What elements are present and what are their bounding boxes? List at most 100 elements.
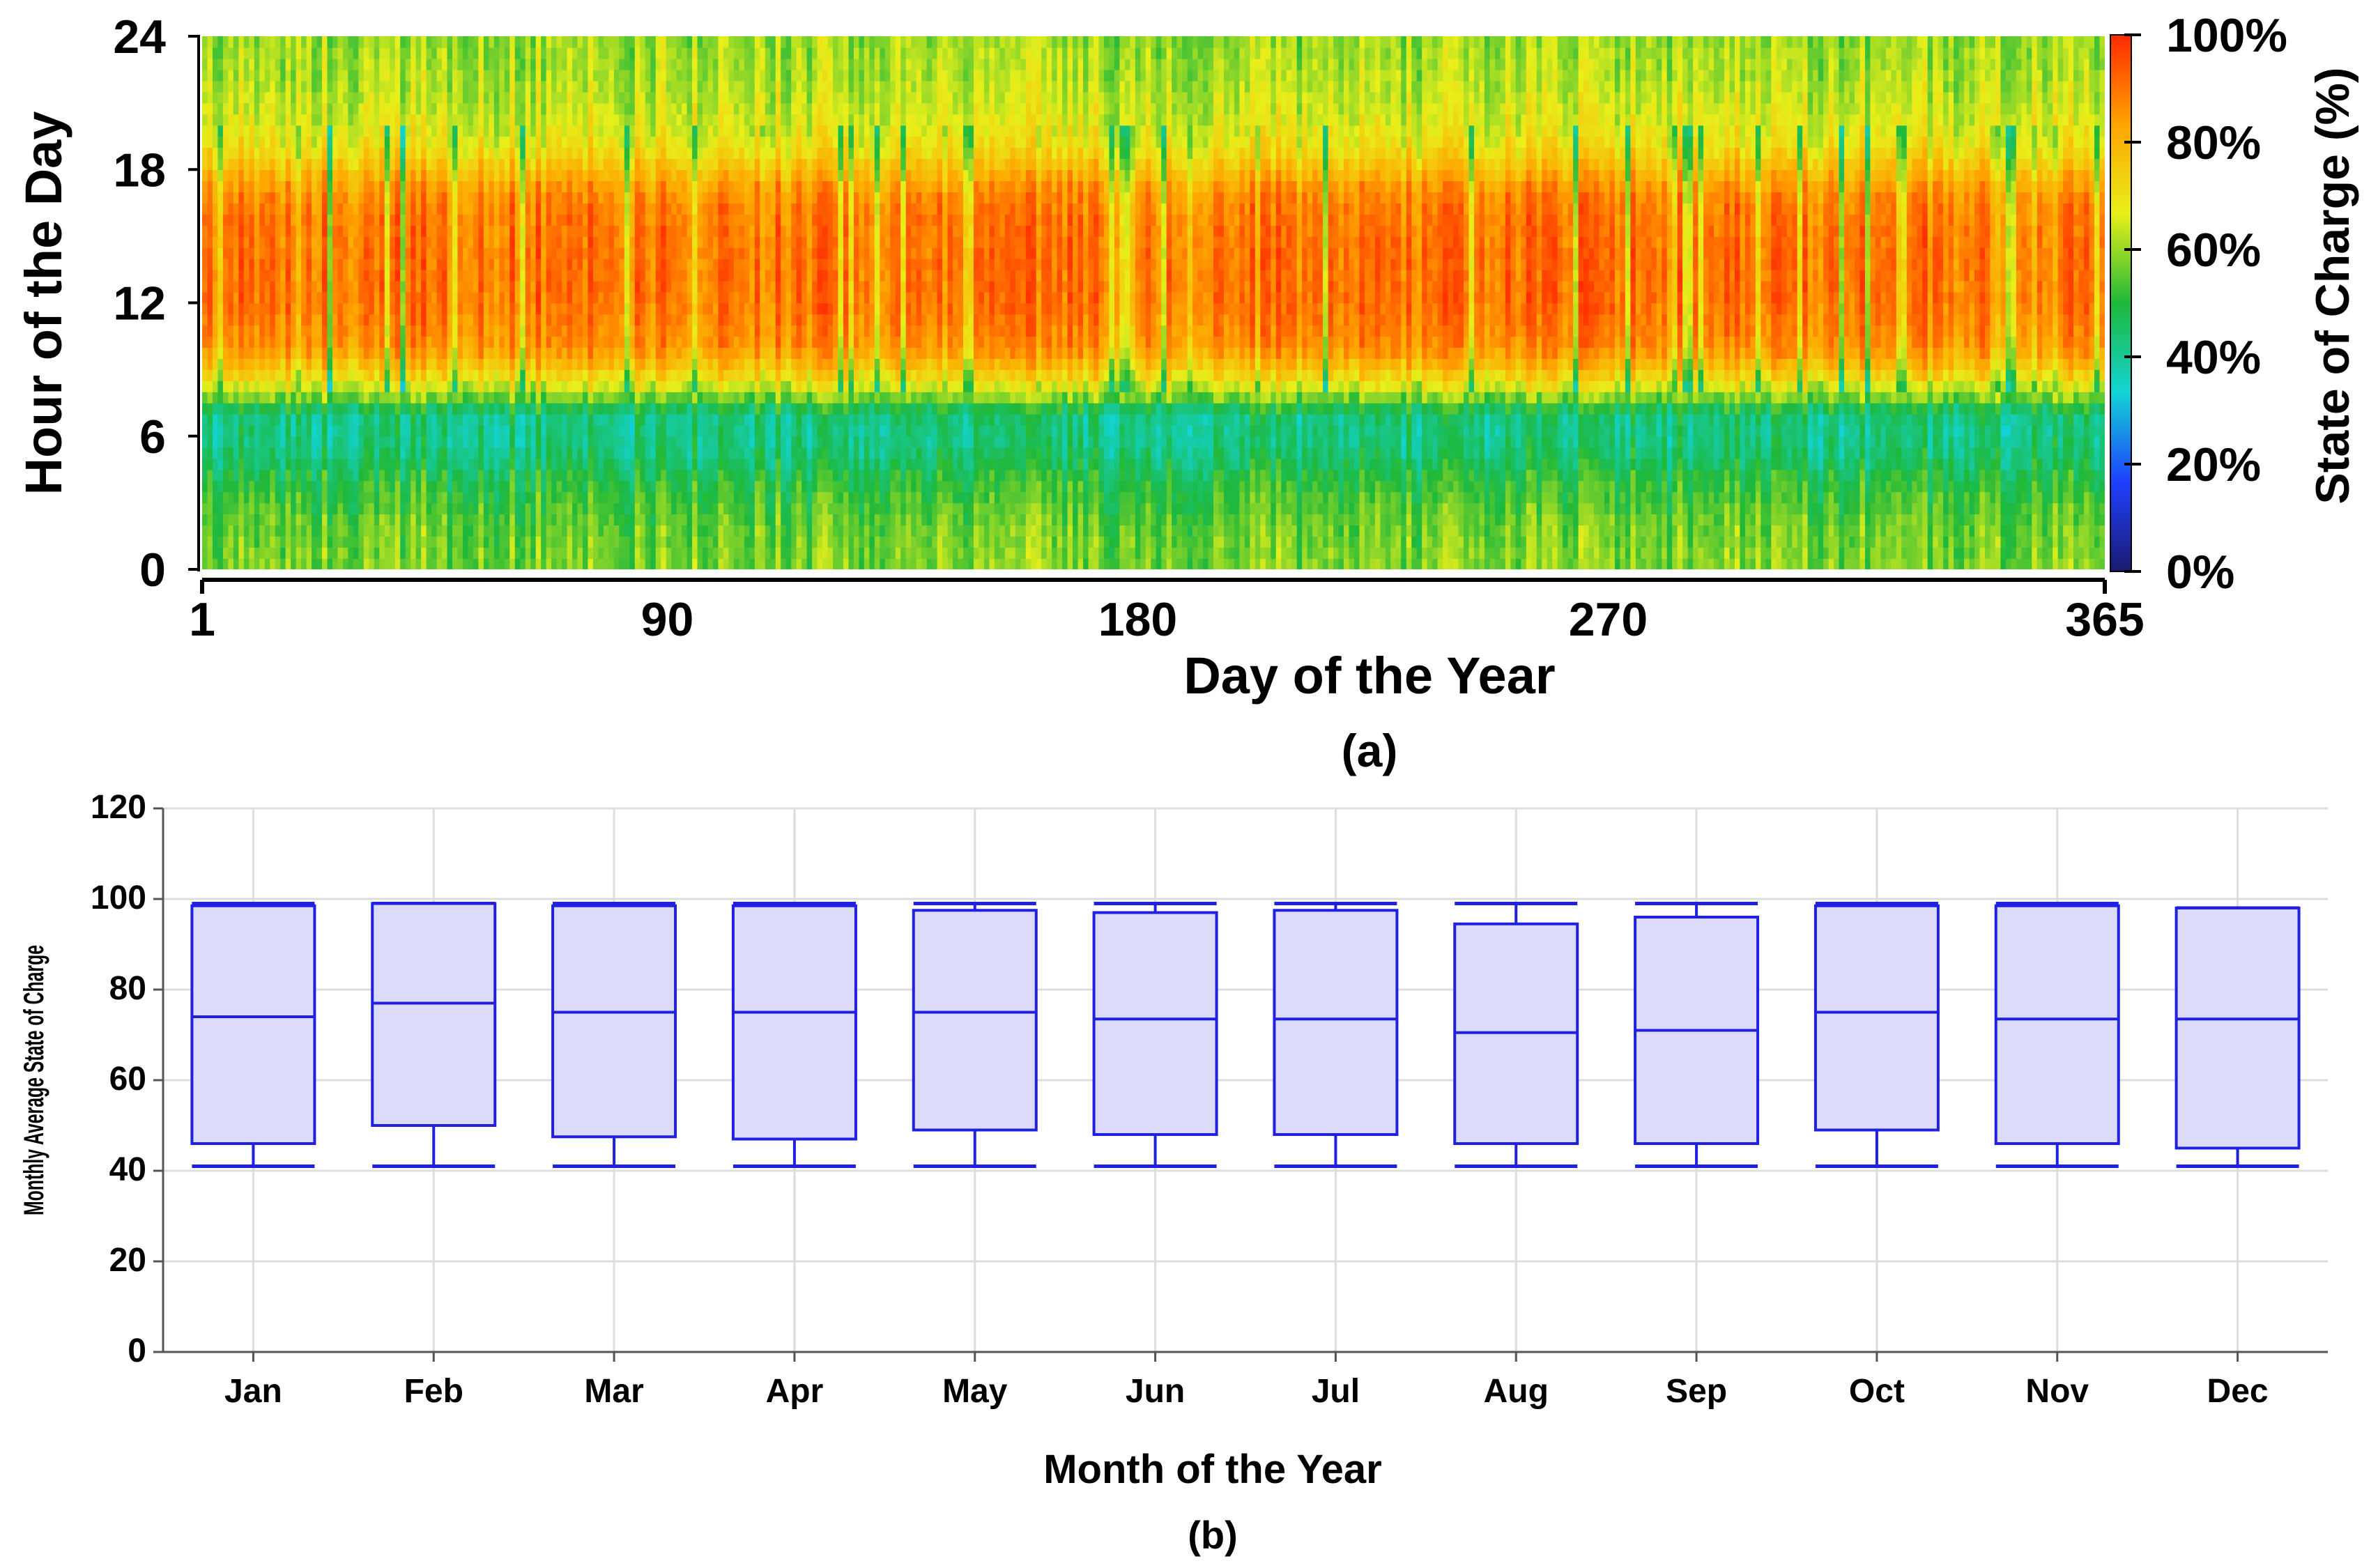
- heatmap-cell: [447, 80, 453, 93]
- heatmap-cell: [473, 336, 480, 348]
- heatmap-cell: [650, 214, 657, 226]
- heatmap-cell: [718, 536, 724, 548]
- heatmap-cell: [613, 514, 620, 526]
- heatmap-cell: [332, 358, 339, 370]
- heatmap-cell: [739, 413, 745, 426]
- heatmap-cell: [567, 491, 573, 504]
- heatmap-cell: [592, 491, 599, 504]
- heatmap-cell: [390, 413, 396, 426]
- heatmap-cell: [682, 336, 688, 348]
- heatmap-cell: [619, 447, 625, 459]
- heatmap-cell: [707, 114, 714, 126]
- heatmap-cell: [291, 314, 297, 326]
- heatmap-cell: [504, 424, 511, 437]
- heatmap-cell: [379, 525, 385, 537]
- heatmap-cell: [270, 502, 276, 515]
- heatmap-cell: [358, 236, 365, 248]
- heatmap-cell: [207, 224, 213, 237]
- heatmap-cell: [707, 214, 714, 226]
- heatmap-cell: [629, 491, 636, 504]
- heatmap-cell: [436, 180, 443, 192]
- heatmap-cell: [259, 325, 266, 337]
- heatmap-cell: [436, 558, 443, 569]
- heatmap-cell: [342, 302, 349, 315]
- heatmap-cell: [217, 325, 224, 337]
- heatmap-cell: [322, 358, 328, 370]
- heatmap-cell: [493, 280, 500, 293]
- heatmap-cell: [530, 125, 537, 137]
- heatmap-cell: [629, 280, 636, 293]
- heatmap-cell: [374, 125, 381, 137]
- heatmap-cell: [692, 280, 698, 293]
- heatmap-cell: [723, 80, 730, 93]
- heatmap-cell: [692, 180, 698, 192]
- heatmap-cell: [473, 258, 480, 270]
- heatmap-cell: [337, 392, 344, 403]
- heatmap-cell: [394, 203, 401, 215]
- heatmap-cell: [603, 381, 610, 392]
- heatmap-cell: [415, 291, 422, 304]
- heatmap-cell: [723, 58, 730, 70]
- heatmap-cell: [337, 169, 344, 181]
- heatmap-cell: [296, 147, 302, 160]
- heatmap-cell: [275, 125, 281, 137]
- heatmap-cell: [655, 491, 661, 504]
- heatmap-cell: [493, 247, 500, 259]
- heatmap-cell: [436, 314, 443, 326]
- heatmap-cell: [301, 469, 307, 482]
- heatmap-cell: [514, 214, 521, 226]
- heatmap-cell: [426, 369, 432, 381]
- heatmap-cell: [374, 236, 381, 248]
- heatmap-cell: [697, 291, 703, 304]
- heatmap-cell: [462, 80, 469, 93]
- heatmap-cell: [697, 491, 703, 504]
- heatmap-cell: [723, 102, 730, 115]
- heatmap-cell: [249, 224, 255, 237]
- heatmap-cell: [645, 91, 652, 104]
- heatmap-cell: [291, 236, 297, 248]
- heatmap-cell: [619, 136, 625, 148]
- heatmap-cell: [728, 291, 735, 304]
- heatmap-cell: [285, 180, 291, 192]
- heatmap-cell: [608, 392, 615, 403]
- heatmap-cell: [358, 192, 365, 203]
- heatmap-cell: [645, 224, 652, 237]
- heatmap-cell: [733, 469, 740, 482]
- heatmap-cell: [499, 381, 505, 392]
- heatmap-cell: [655, 80, 661, 93]
- heatmap-cell: [707, 169, 714, 181]
- heatmap-cell: [342, 214, 349, 226]
- heatmap-cell: [624, 280, 631, 293]
- heatmap-cell: [316, 336, 323, 348]
- heatmap-cell: [718, 203, 724, 215]
- heatmap-cell: [728, 347, 735, 359]
- heatmap-cell: [337, 514, 344, 526]
- heatmap-cell: [592, 347, 599, 359]
- heatmap-cell: [723, 180, 730, 192]
- heatmap-cell: [567, 236, 573, 248]
- heatmap-cell: [431, 491, 438, 504]
- heatmap-cell: [671, 269, 677, 282]
- heatmap-cell: [301, 192, 307, 203]
- heatmap-cell: [275, 358, 281, 370]
- heatmap-cell: [243, 136, 250, 148]
- heatmap-cell: [222, 69, 229, 82]
- heatmap-cell: [207, 80, 213, 93]
- heatmap-cell: [520, 102, 526, 115]
- heatmap-cell: [280, 436, 286, 448]
- heatmap-cell: [682, 136, 688, 148]
- heatmap-cell: [504, 402, 511, 415]
- heatmap-cell: [442, 236, 448, 248]
- heatmap-cell: [551, 480, 558, 493]
- heatmap-cell: [572, 47, 578, 59]
- heatmap-cell: [228, 536, 234, 548]
- heatmap-cell: [243, 69, 250, 82]
- heatmap-cell: [400, 480, 406, 493]
- heatmap-cell: [499, 80, 505, 93]
- heatmap-cell: [442, 192, 448, 203]
- heatmap-cell: [530, 280, 537, 293]
- heatmap-cell: [567, 336, 573, 348]
- heatmap-cell: [462, 358, 469, 370]
- heatmap-cell: [296, 558, 302, 569]
- heatmap-cell: [562, 413, 568, 426]
